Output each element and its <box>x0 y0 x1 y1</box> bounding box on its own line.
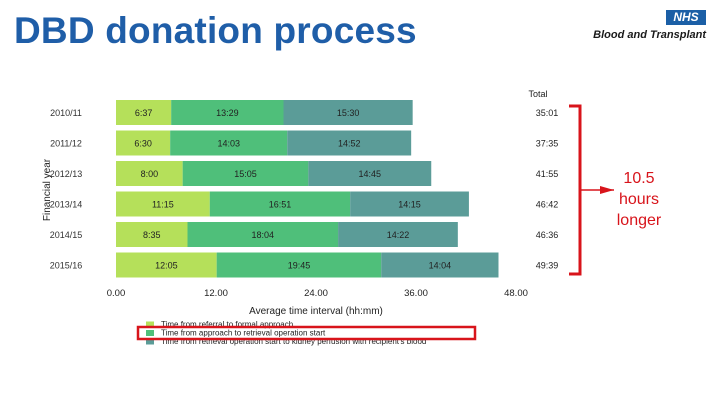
nhs-badge: NHS <box>666 10 706 25</box>
bar-value-label: 14:15 <box>398 200 421 210</box>
bar-value-label: 13:29 <box>216 108 239 118</box>
bar-segment <box>216 252 382 278</box>
year-tick-label: 2012/13 <box>50 169 83 179</box>
x-tick-label: 12.00 <box>204 288 228 299</box>
legend-label: Time from approach to retrieval operatio… <box>161 329 326 338</box>
legend-label: Time from retrieval operation start to k… <box>161 337 426 346</box>
bar-value-label: 8:00 <box>141 169 159 179</box>
bar-value-label: 14:04 <box>429 261 452 271</box>
bar-value-label: 12:05 <box>155 261 178 271</box>
total-label: 35:01 <box>536 108 559 118</box>
bar-value-label: 14:52 <box>338 139 361 149</box>
bar-segment <box>338 222 458 247</box>
callout-line-2: hours <box>618 191 660 208</box>
total-label: 37:35 <box>536 139 559 149</box>
bar-value-label: 16:51 <box>269 200 292 210</box>
total-label: 49:39 <box>536 261 559 271</box>
year-tick-label: 2013/14 <box>50 200 83 210</box>
bar-value-label: 15:05 <box>234 169 257 179</box>
bar-segment <box>187 222 339 247</box>
bar-segment <box>171 100 284 125</box>
year-tick-label: 2014/15 <box>50 230 83 240</box>
total-header: Total <box>528 89 547 99</box>
year-tick-label: 2010/11 <box>50 108 82 118</box>
bar-value-label: 8:35 <box>143 230 161 240</box>
bar-segment <box>287 130 412 156</box>
bar-value-label: 14:45 <box>359 169 382 179</box>
x-tick-label: 24.00 <box>304 288 328 299</box>
bar-segment <box>116 161 183 186</box>
bar-value-label: 6:30 <box>134 139 152 149</box>
logo-org-name: Blood and Transplant <box>593 29 706 41</box>
total-label: 46:36 <box>536 230 559 240</box>
bar-segment <box>170 130 288 156</box>
callout-text: 10.5 hours longer <box>606 168 672 231</box>
bar-segment <box>350 191 469 217</box>
legend-swatch <box>146 338 154 345</box>
x-tick-label: 0.00 <box>107 288 126 299</box>
bar-segment <box>283 100 413 125</box>
bar-segment <box>116 222 188 247</box>
bar-value-label: 15:30 <box>337 108 360 118</box>
page-title: DBD donation process <box>14 10 417 51</box>
year-tick-label: 2015/16 <box>50 261 83 271</box>
bar-value-label: 14:03 <box>217 139 240 149</box>
bar-segment <box>116 100 172 125</box>
total-label: 46:42 <box>536 200 559 210</box>
callout-line-3: longer <box>616 212 662 229</box>
legend-swatch <box>146 330 154 336</box>
legend-label: Time from referral to formal approach <box>161 320 293 329</box>
legend-swatch <box>146 321 154 328</box>
y-axis-label: Financial year <box>42 158 53 221</box>
bar-value-label: 6:37 <box>135 108 153 118</box>
bar-segment <box>116 252 217 278</box>
x-axis-label: Average time interval (hh:mm) <box>249 306 383 317</box>
bar-segment <box>116 191 210 217</box>
bar-value-label: 11:15 <box>152 200 174 210</box>
x-tick-label: 48.00 <box>504 288 528 299</box>
bar-value-label: 19:45 <box>288 261 311 271</box>
nhs-blood-and-transplant-logo: NHS Blood and Transplant <box>546 10 706 44</box>
bar-segment <box>116 130 171 156</box>
bar-segment <box>209 191 351 217</box>
red-bracket <box>569 104 582 276</box>
bar-value-label: 14:22 <box>387 230 410 240</box>
year-tick-label: 2011/12 <box>50 139 82 149</box>
legend-highlight-box <box>136 325 477 341</box>
x-tick-label: 36.00 <box>404 288 428 299</box>
total-label: 41:55 <box>536 169 559 179</box>
callout-line-1: 10.5 <box>623 170 655 187</box>
bar-segment <box>381 252 499 278</box>
bar-segment <box>308 161 432 186</box>
bar-value-label: 18:04 <box>252 230 275 240</box>
bracket-arrow-head <box>600 186 614 194</box>
bar-segment <box>182 161 309 186</box>
